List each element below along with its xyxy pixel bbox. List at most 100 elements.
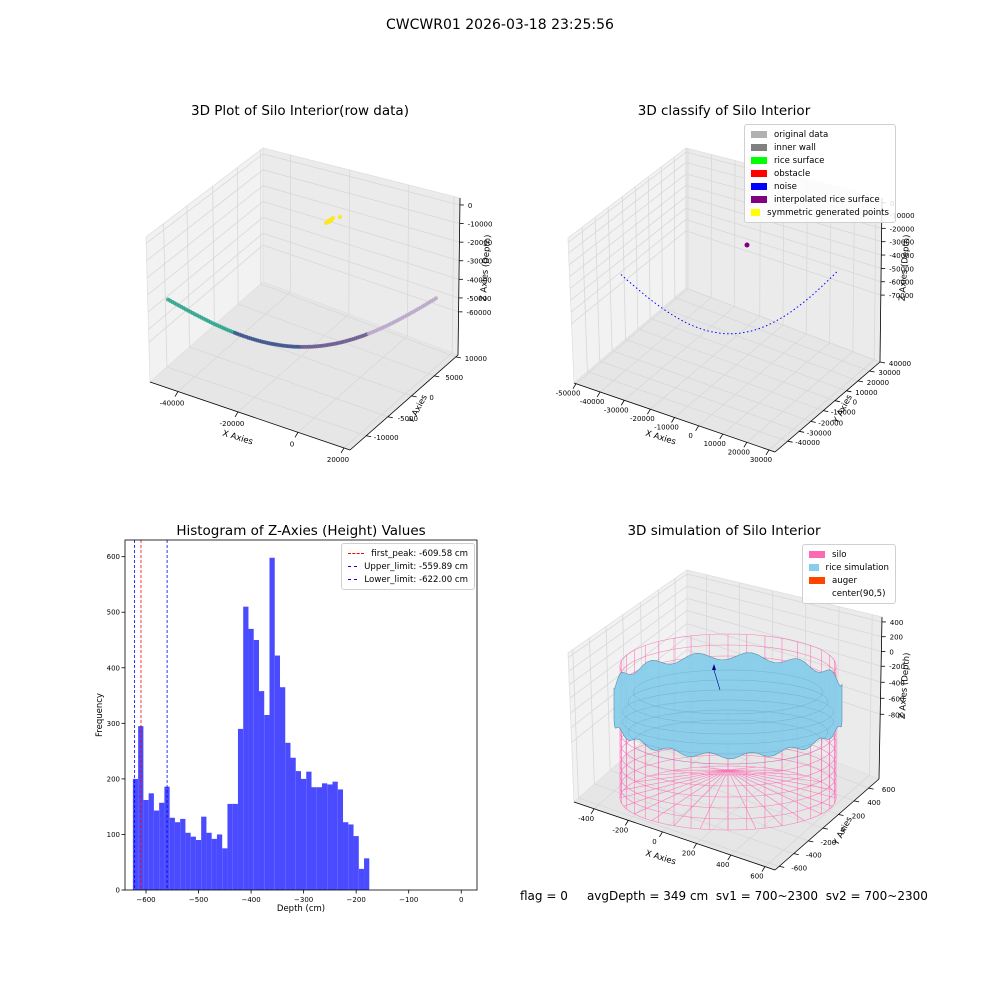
x-gridline	[575, 288, 689, 384]
legend-entry-rice: rice simulation	[809, 561, 889, 574]
z-gridline	[262, 185, 460, 243]
x-tick	[695, 425, 699, 431]
z-tick-label: -20000	[467, 239, 492, 247]
silo-floor-line	[727, 769, 757, 830]
y-tick-label: 0	[429, 394, 433, 402]
y-tick-label: 10000	[465, 355, 487, 363]
y-tick	[366, 435, 372, 438]
x-axis-title: X Axies	[221, 429, 254, 448]
histogram-bar	[295, 771, 301, 890]
legend-label: Upper_limit: -559.89 cm	[364, 561, 468, 572]
silo-floor-line	[699, 769, 729, 830]
x-tick-label: -20000	[630, 415, 655, 423]
z-axis-line	[878, 616, 883, 780]
y-gridline	[634, 186, 639, 329]
z-tick-label: -30000	[467, 258, 492, 266]
y-gridline	[611, 350, 811, 422]
plot2-title: 3D classify of Silo Interior	[637, 103, 811, 119]
histogram-bar	[169, 817, 175, 890]
x-tick-label: −100	[399, 896, 418, 904]
y-gridline	[673, 156, 676, 298]
x-gridline	[343, 352, 453, 449]
histogram-bar	[190, 836, 196, 890]
x-axis-title: X Axies	[644, 429, 677, 448]
histogram-bar	[206, 832, 212, 890]
z-tick-label: -600	[888, 695, 904, 703]
histogram-bar	[269, 557, 275, 890]
z-gridline	[571, 230, 687, 325]
legend-label: noise	[774, 181, 797, 192]
z-gridline	[148, 232, 264, 330]
z-gridline	[146, 169, 264, 261]
silo-floor-line	[651, 769, 729, 776]
x-gridline	[768, 359, 875, 451]
rice-mesh-line	[633, 719, 823, 765]
x-tick-label: 30000	[750, 456, 772, 464]
status-line: flag = 0 avgDepth = 349 cm sv1 = 700~230…	[520, 889, 928, 903]
histogram-bar	[138, 726, 144, 890]
legend-line	[348, 566, 358, 567]
y-tick-label: 0	[853, 399, 857, 407]
x-tick	[294, 432, 299, 438]
y-gridline	[662, 307, 859, 382]
y-tick	[810, 421, 816, 423]
silo-floor-line	[634, 769, 729, 783]
x-tick-label: 0	[459, 896, 463, 904]
y-tick-label: 200	[107, 775, 120, 783]
legend-label: Lower_limit: -622.00 cm	[364, 574, 468, 585]
y-tick	[834, 400, 840, 403]
figure-suptitle: CWCWR01 2026-03-18 23:25:56	[386, 17, 614, 33]
z-tick-label: -30000	[889, 239, 914, 247]
status-sv2: sv2 = 700~2300	[825, 889, 928, 903]
plot3-title: Histogram of Z-Axies (Height) Values	[176, 523, 426, 539]
y-tick-label: 500	[107, 609, 120, 617]
x-tick-label: -30000	[604, 406, 629, 414]
z-tick-label: 0	[889, 648, 893, 656]
silo-floor-line	[727, 769, 833, 791]
legend-entry-auger: auger	[809, 574, 889, 587]
x-tick-label: -10000	[654, 424, 679, 432]
z-gridline	[148, 244, 264, 343]
z-gridline	[568, 585, 688, 672]
y-gridline	[581, 227, 588, 372]
legend-swatch	[809, 564, 819, 571]
histogram-bar	[264, 715, 270, 890]
z-gridline	[262, 201, 460, 262]
legend-swatch	[751, 170, 767, 177]
legend-swatch	[751, 131, 767, 138]
x-tick-label: 0	[652, 838, 656, 846]
x-tick	[647, 409, 651, 415]
legend-label: silo	[832, 549, 847, 560]
silo-floor-line	[727, 769, 805, 821]
y-gridline	[587, 371, 788, 442]
histogram-bar	[290, 757, 296, 890]
z-gridline	[262, 153, 461, 206]
legend-entry-obstacle: obstacle	[751, 167, 889, 180]
silo-floor-line	[673, 769, 729, 826]
legend-entry-lower-limit: Lower_limit: -622.00 cm	[348, 573, 468, 586]
rice-mesh-line	[627, 679, 829, 725]
z-gridline	[568, 173, 687, 266]
z-gridline	[685, 207, 882, 269]
y-tick-label: -40000	[795, 439, 820, 447]
rice-mesh-line	[627, 709, 829, 755]
silo-floor-line	[727, 766, 756, 771]
silo-floor-line	[700, 766, 729, 771]
histogram-bar	[164, 786, 170, 890]
y-tick-label: -600	[791, 864, 807, 872]
z-tick-label: -10000	[890, 212, 915, 220]
legend-label: original data	[774, 129, 829, 140]
y-axis-line	[774, 778, 880, 871]
z-gridline	[686, 597, 882, 652]
histogram-bar	[132, 778, 139, 890]
histogram-bar	[143, 800, 149, 890]
legend-label: center(90,5)	[832, 588, 886, 599]
x-tick	[234, 411, 239, 418]
z-gridline	[262, 232, 459, 299]
x-gridline	[451, 196, 455, 353]
z-tick-label: -40000	[889, 252, 914, 260]
z-tick-label: -70000	[889, 292, 914, 300]
y-tick	[846, 390, 852, 393]
y-tick-label: 600	[107, 553, 120, 561]
silo-floor-line	[727, 769, 822, 815]
